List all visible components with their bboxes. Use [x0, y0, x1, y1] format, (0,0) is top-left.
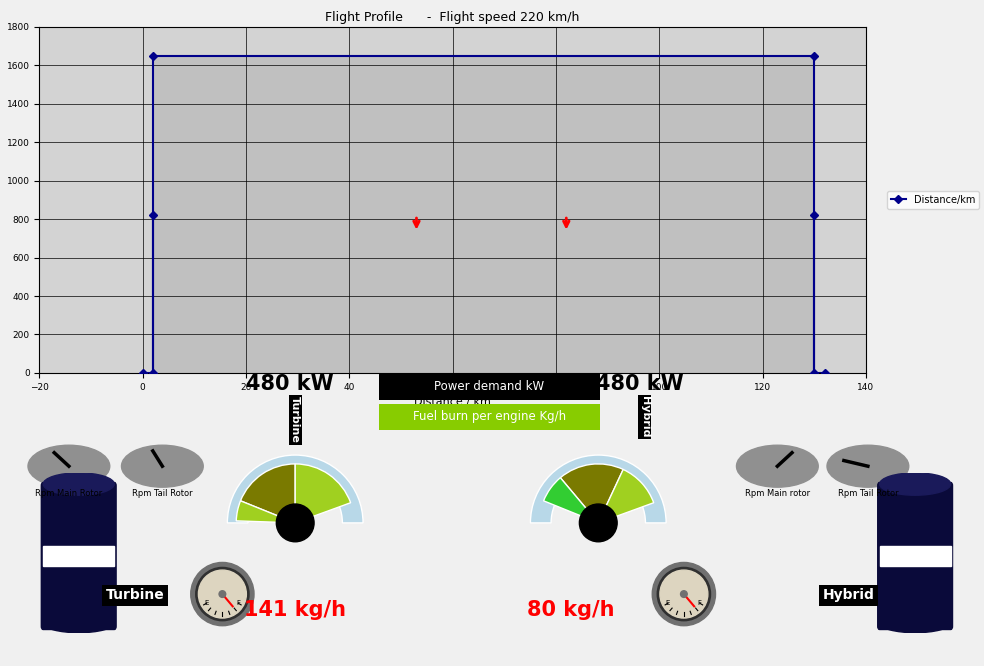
Ellipse shape [43, 613, 114, 633]
Text: 480 kW: 480 kW [246, 374, 335, 394]
Circle shape [199, 570, 246, 618]
Ellipse shape [28, 445, 110, 488]
X-axis label: Distance / km: Distance / km [414, 397, 491, 407]
Circle shape [196, 567, 249, 621]
Text: Hybrid: Hybrid [823, 588, 874, 603]
Bar [43, 546, 114, 565]
Text: 141 kg/h: 141 kg/h [244, 600, 346, 620]
FancyBboxPatch shape [878, 482, 953, 629]
Wedge shape [295, 464, 350, 523]
Circle shape [580, 504, 617, 541]
FancyBboxPatch shape [41, 482, 116, 629]
Wedge shape [560, 464, 623, 523]
Ellipse shape [880, 473, 951, 496]
Circle shape [657, 567, 710, 621]
Wedge shape [227, 455, 363, 523]
Text: E: E [666, 600, 670, 607]
Text: Hybrid: Hybrid [640, 396, 649, 438]
Text: Rpm Tail Rotor: Rpm Tail Rotor [132, 489, 193, 498]
Ellipse shape [121, 445, 204, 488]
Wedge shape [240, 464, 295, 523]
Text: 480 kW: 480 kW [595, 374, 684, 394]
Wedge shape [543, 478, 598, 523]
Text: Rpm Tail Rotor: Rpm Tail Rotor [837, 489, 898, 498]
Circle shape [191, 562, 254, 626]
Wedge shape [598, 470, 653, 523]
Wedge shape [530, 455, 666, 523]
Text: E: E [205, 600, 209, 607]
Text: F: F [698, 600, 702, 607]
Circle shape [660, 570, 707, 618]
Wedge shape [236, 501, 295, 523]
Text: F: F [236, 600, 240, 607]
Ellipse shape [880, 613, 951, 633]
Text: Fuel burn per engine Kg/h: Fuel burn per engine Kg/h [413, 410, 566, 424]
Circle shape [652, 562, 715, 626]
Circle shape [277, 504, 314, 541]
Ellipse shape [43, 473, 114, 496]
Text: Turbine: Turbine [290, 396, 300, 443]
Circle shape [219, 591, 225, 597]
Y-axis label: Altitude / m: Altitude / m [0, 167, 1, 232]
Circle shape [681, 591, 687, 597]
Ellipse shape [827, 445, 909, 488]
Text: Rpm Main rotor: Rpm Main rotor [745, 489, 810, 498]
Text: Turbine: Turbine [105, 588, 164, 603]
Legend: Distance/km: Distance/km [888, 191, 979, 208]
Ellipse shape [736, 445, 819, 488]
Bar [880, 546, 951, 565]
Text: Power demand kW: Power demand kW [435, 380, 544, 394]
Text: Rpm Main Rotor: Rpm Main Rotor [35, 489, 102, 498]
Text: 80 kg/h: 80 kg/h [527, 600, 614, 620]
Title: Flight Profile      -  Flight speed 220 km/h: Flight Profile - Flight speed 220 km/h [326, 11, 580, 24]
